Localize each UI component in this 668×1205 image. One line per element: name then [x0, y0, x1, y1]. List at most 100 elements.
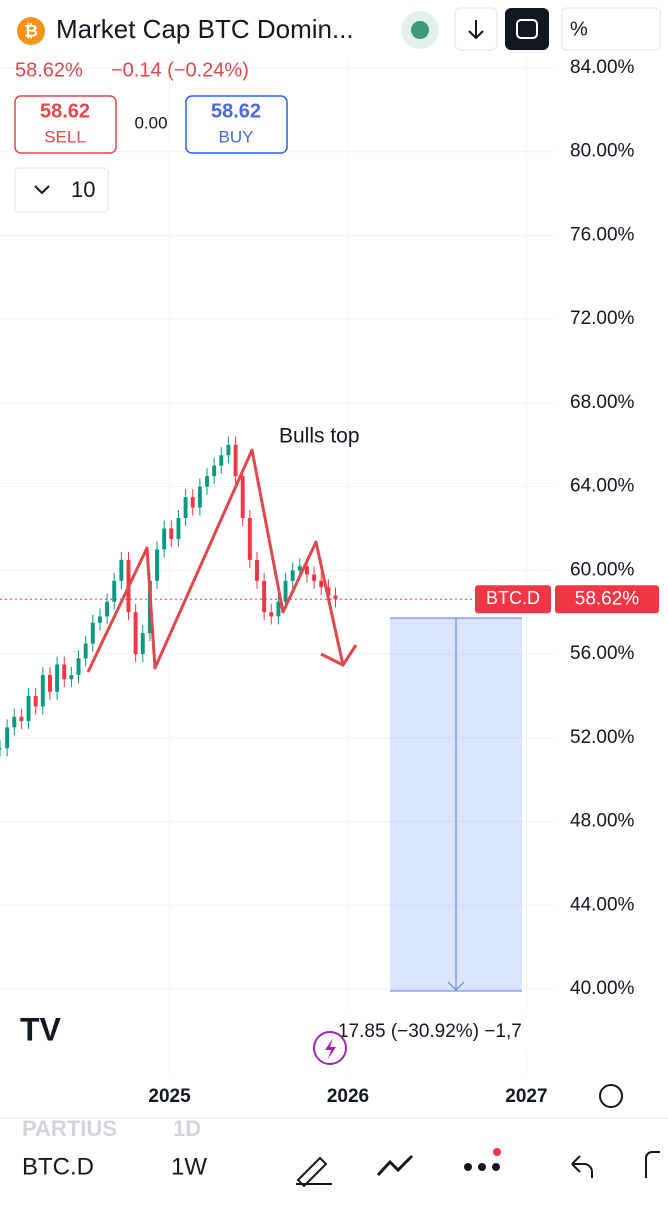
x-tick-label: 2026	[327, 1086, 369, 1107]
bolt-icon	[325, 1038, 336, 1059]
y-tick-label: 80.00%	[570, 141, 635, 162]
candle-body	[219, 455, 224, 466]
toolbar-bg	[0, 1142, 668, 1200]
unit-button-label: %	[570, 18, 588, 40]
last-price-axis-tag	[555, 585, 659, 614]
tv-logo: TV	[20, 1011, 62, 1047]
faded-left: PARTIUS	[22, 1116, 117, 1141]
candle-body	[162, 528, 167, 550]
symbol-title: Market Cap BTC Domin...	[56, 14, 354, 44]
candle-body	[19, 716, 24, 722]
buy-button[interactable]	[185, 95, 288, 154]
candle-body	[83, 643, 88, 659]
settings-icon[interactable]	[599, 1084, 623, 1108]
sell-label: SELL	[44, 127, 86, 146]
candle-body	[226, 444, 231, 456]
y-tick-label: 68.00%	[570, 392, 635, 413]
drawn-arrowhead	[320, 644, 358, 667]
candle-body	[112, 580, 117, 602]
more-dot	[492, 1163, 500, 1171]
candle-body	[62, 664, 67, 680]
quantity-button[interactable]	[14, 167, 109, 213]
candle-body	[76, 658, 81, 676]
notification-dot	[493, 1148, 501, 1156]
y-tick-label: 60.00%	[570, 559, 635, 580]
y-tick-label: 40.00%	[570, 978, 635, 999]
last-price-axis-label: 58.62%	[575, 588, 640, 609]
annotation: Bulls top	[279, 425, 360, 448]
more-dot[interactable]	[464, 1163, 472, 1171]
candle-body	[276, 601, 281, 617]
candle-body	[205, 476, 209, 487]
faded-right: 1D	[173, 1116, 201, 1141]
y-tick-label: 52.00%	[570, 727, 635, 748]
candle-body	[283, 580, 288, 602]
candle-body	[133, 612, 138, 655]
header-bg	[0, 0, 668, 58]
measure-label: 17.85 (−30.92%) −1,7	[338, 1021, 522, 1042]
candle-body	[319, 580, 324, 588]
candle-body	[297, 566, 302, 571]
more-dot	[478, 1163, 486, 1171]
y-tick-label: 44.00%	[570, 894, 635, 915]
candle-body	[169, 528, 174, 539]
fullscreen-icon	[516, 19, 538, 39]
y-tick-label: 84.00%	[570, 57, 635, 78]
candle-body	[55, 664, 60, 692]
download-icon	[468, 20, 484, 40]
last-price-tag-label: BTC.D	[486, 588, 540, 608]
quantity: 10	[71, 177, 95, 202]
layout-icon[interactable]	[645, 1151, 660, 1178]
measure-arrowhead	[447, 981, 465, 991]
candle-body	[105, 601, 110, 617]
measure-label-bg	[314, 1010, 554, 1050]
candle-body	[197, 486, 202, 508]
candle-body	[247, 518, 252, 560]
y-tick-label: 76.00%	[570, 224, 635, 245]
candle-body	[12, 716, 17, 728]
candle-body	[290, 570, 295, 581]
toolbar-symbol[interactable]: BTC.D	[22, 1153, 94, 1180]
price-change: −0.14 (−0.24%)	[111, 59, 249, 81]
sell-button[interactable]	[14, 95, 117, 154]
undo-icon[interactable]	[571, 1155, 593, 1178]
buy-label: BUY	[219, 127, 254, 146]
spread: 0.00	[134, 113, 167, 132]
candle-body	[269, 612, 274, 617]
sell-price: 58.62	[40, 100, 90, 122]
last-price: 58.62%	[15, 59, 83, 81]
y-tick-label: 56.00%	[570, 643, 635, 664]
candle-body	[176, 518, 181, 539]
candle-body	[26, 695, 31, 722]
fullscreen-button[interactable]	[505, 8, 549, 50]
y-tick-label: 64.00%	[570, 476, 635, 497]
candle-body	[119, 559, 124, 581]
status-dot	[411, 21, 429, 39]
y-tick-label: 72.00%	[570, 308, 635, 329]
drawn-trend	[86, 448, 345, 673]
buy-price: 58.62	[211, 100, 261, 122]
toolbar-interval[interactable]: 1W	[171, 1153, 207, 1180]
candle-body	[326, 587, 331, 596]
candle-body	[40, 675, 45, 707]
candle-body	[333, 595, 338, 600]
candle-body	[240, 476, 245, 519]
x-tick-label: 2025	[148, 1086, 191, 1107]
draw-icon[interactable]	[296, 1156, 332, 1188]
candle-body	[48, 675, 52, 692]
candle-body	[262, 580, 267, 613]
unit-button[interactable]	[561, 7, 661, 51]
indicators-icon[interactable]	[376, 1154, 414, 1177]
candle-body	[255, 559, 259, 581]
candle-body	[233, 444, 238, 477]
y-tick-label: 48.00%	[570, 811, 635, 832]
candle-body	[190, 497, 195, 508]
candle-body	[90, 622, 95, 644]
candle-body	[69, 675, 74, 680]
coin-icon	[17, 17, 45, 45]
candle-body	[183, 497, 188, 519]
candle-body	[312, 574, 317, 581]
chevron	[34, 185, 50, 195]
last-price-tag	[475, 585, 551, 614]
